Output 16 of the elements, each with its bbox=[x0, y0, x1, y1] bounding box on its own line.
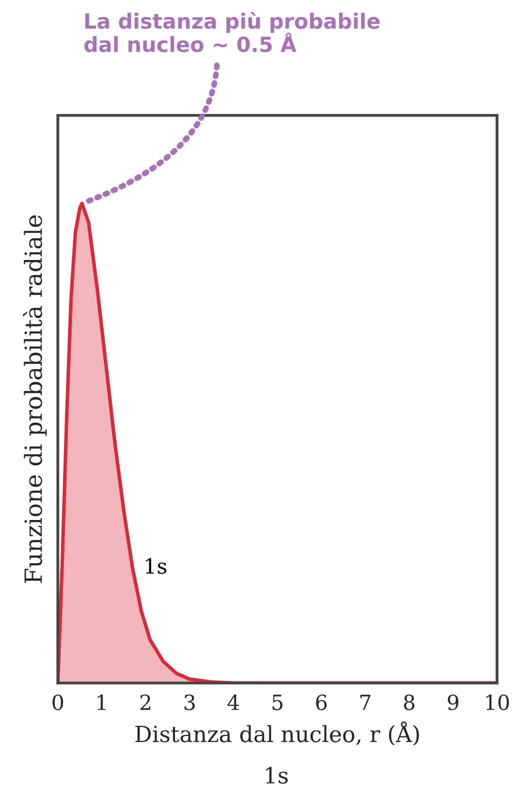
x-tick-label: 4 bbox=[228, 694, 240, 710]
y-axis-title: Funzione di probabilità radiale bbox=[22, 215, 47, 583]
x-tick-label: 8 bbox=[404, 694, 414, 710]
x-tick-label: 7 bbox=[360, 694, 370, 710]
annotation: La distanza più probabile dal nucleo ~ 0.5 Å bbox=[84, 12, 380, 52]
series-label: 1s bbox=[146, 558, 166, 574]
x-tick-label: 6 bbox=[316, 694, 327, 710]
x-tick-label: 2 bbox=[140, 694, 150, 710]
x-tick-label: 1 bbox=[98, 694, 106, 710]
x-tick-label: 3 bbox=[184, 694, 195, 710]
x-tick-label: 5 bbox=[272, 694, 282, 710]
x-tick-label: 9 bbox=[448, 694, 458, 710]
x-axis-title: Distanza dal nucleo, r (Å) bbox=[135, 721, 419, 746]
x-tick-label: 0 bbox=[52, 694, 64, 710]
x-tick-label: 10 bbox=[486, 694, 509, 710]
text: 1s bbox=[266, 766, 288, 784]
